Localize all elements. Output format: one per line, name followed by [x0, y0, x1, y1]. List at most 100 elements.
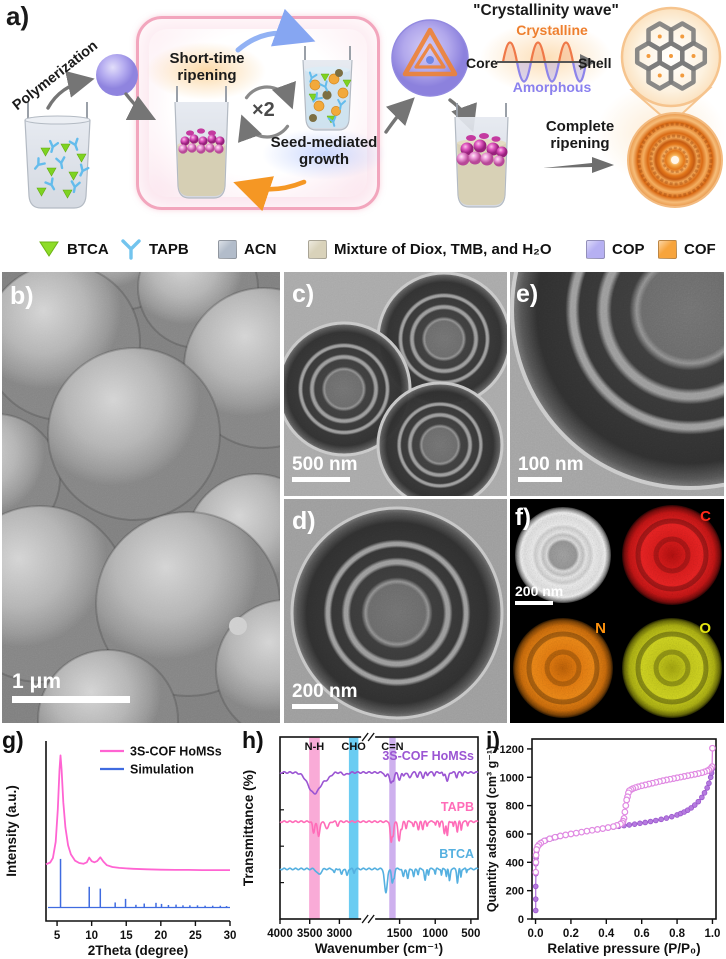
- panel-f-scalebar-label: 200 nm: [515, 583, 563, 599]
- tapb-monomers: [33, 137, 90, 194]
- svg-text:C=N: C=N: [381, 741, 403, 753]
- svg-text:0.0: 0.0: [528, 928, 544, 940]
- ripened-spheres: [456, 133, 508, 167]
- svg-text:3S-COF HoMSs: 3S-COF HoMSs: [382, 749, 474, 763]
- complete-ripening-label: Complete ripening: [545, 118, 615, 153]
- cof-framework-icon: [634, 21, 708, 91]
- scheme-legend: BTCA TAPB ACN Mixture of Diox, TMB, and …: [0, 228, 726, 272]
- svg-text:0.6: 0.6: [634, 928, 650, 940]
- panel-b-scalebar-label: 1 μm: [12, 670, 61, 693]
- svg-text:5: 5: [54, 930, 61, 942]
- svg-text:3S-COF HoMSs: 3S-COF HoMSs: [130, 745, 222, 759]
- panel-g-letter: g): [2, 727, 24, 753]
- arrow-to-ripening: [124, 92, 157, 121]
- panel-c-scalebar: [292, 477, 350, 482]
- y-shape-icon: [121, 239, 141, 260]
- panel-f-eds: f) 200 nm C N O: [510, 499, 724, 723]
- panel-i-letter: i): [486, 727, 501, 753]
- svg-text:Simulation: Simulation: [130, 763, 194, 777]
- legend-item-btca: BTCA: [38, 236, 109, 262]
- crystalline-label: Crystalline: [516, 22, 588, 38]
- xrd-chart: 5 10 15 20 25 30 2Theta (degree) Intensity (a.u…: [4, 741, 236, 958]
- svg-text:TAPB: TAPB: [441, 800, 474, 814]
- legend-item-cop: COP: [586, 236, 645, 262]
- svg-text:Relative pressure (P/P₀): Relative pressure (P/P₀): [547, 941, 700, 956]
- panel-d-letter: d): [292, 507, 316, 535]
- panel-h-ftir: h) 4000 3500 3000 1500 1000 500 Wavenumber (cm…: [240, 727, 484, 959]
- svg-text:Transmittance (%): Transmittance (%): [241, 770, 256, 886]
- svg-text:20: 20: [154, 930, 167, 942]
- panel-d-scalebar: [292, 704, 338, 709]
- panel-f-scalebar: [515, 601, 553, 605]
- panel-b-scalebar: [12, 696, 130, 703]
- arrow-complete-ripening: [543, 157, 614, 173]
- panel-i-isotherm: i) 0.0 0.2 0.4 0.6 0.8 1.0 0 200 400 600 800 1000 12…: [484, 727, 726, 959]
- svg-text:CHO: CHO: [341, 741, 366, 753]
- panel-d-scalebar-label: 200 nm: [292, 681, 357, 702]
- legend-label: BTCA: [67, 240, 109, 258]
- square-swatch-icon: [586, 239, 605, 259]
- crystallinity-wave: [497, 41, 596, 83]
- map-n-label: N: [595, 620, 606, 637]
- cop-sphere: [96, 54, 138, 96]
- arrow-blue-cycle: [235, 8, 316, 53]
- legend-item-mixture: Mixture of Diox, TMB, and H₂O: [308, 236, 552, 262]
- amorphous-label: Amorphous: [512, 79, 592, 95]
- svg-text:Intensity (a.u.): Intensity (a.u.): [4, 785, 19, 877]
- svg-text:0.2: 0.2: [563, 928, 579, 940]
- cycle-arrows: [238, 80, 296, 143]
- wave-glow: [480, 22, 612, 94]
- panel-c-scalebar-label: 500 nm: [292, 454, 357, 475]
- svg-text:200: 200: [506, 886, 524, 898]
- svg-text:Quantity adsorbed (cm³ g⁻¹): Quantity adsorbed (cm³ g⁻¹): [485, 746, 499, 912]
- svg-text:1000: 1000: [500, 772, 524, 784]
- svg-text:15: 15: [120, 930, 133, 942]
- legend-label: Mixture of Diox, TMB, and H₂O: [334, 240, 552, 258]
- svg-text:500: 500: [461, 928, 480, 940]
- svg-text:1000: 1000: [422, 928, 448, 940]
- map-c-label: C: [700, 508, 711, 525]
- isotherm-chart: 0.0 0.2 0.4 0.6 0.8 1.0 0 200 400 600 800 1000 1200 R…: [485, 738, 720, 956]
- svg-text:N-H: N-H: [305, 741, 325, 753]
- panel-b-letter: b): [10, 282, 34, 310]
- svg-text:0.4: 0.4: [598, 928, 615, 940]
- beaker-monomers: [24, 102, 91, 209]
- panel-g-xrd: g) 5 10 15 20 25 30 2Theta (degree) Intensity (…: [0, 727, 238, 959]
- shell-label: Shell: [578, 55, 612, 71]
- svg-text:BTCA: BTCA: [439, 847, 474, 861]
- legend-item-acn: ACN: [218, 236, 277, 262]
- legend-label: COP: [612, 240, 645, 258]
- map-o-label: O: [699, 620, 711, 637]
- crystallinity-wave-title: "Crystallinity wave": [473, 2, 619, 19]
- cof-homs-sphere: [627, 112, 723, 208]
- glow-orange: [146, 42, 266, 100]
- legend-label: COF: [684, 240, 716, 258]
- seed-particles: [178, 128, 225, 154]
- scheme-drawing: [24, 6, 723, 212]
- cycle-x2-label: ×2: [252, 99, 275, 121]
- arrow-orange-cycle: [233, 176, 307, 212]
- svg-text:4000: 4000: [267, 928, 293, 940]
- legend-label: TAPB: [149, 240, 189, 258]
- square-swatch-icon: [218, 239, 237, 259]
- svg-text:3000: 3000: [327, 928, 353, 940]
- beaker-growth: [302, 46, 353, 131]
- svg-text:1.0: 1.0: [704, 928, 720, 940]
- svg-text:25: 25: [189, 930, 202, 942]
- svg-text:0: 0: [518, 914, 524, 926]
- panel-e-tem: e) 100 nm: [510, 272, 724, 496]
- svg-text:1500: 1500: [387, 928, 413, 940]
- svg-text:Wavenumber (cm⁻¹): Wavenumber (cm⁻¹): [315, 941, 443, 956]
- square-swatch-icon: [308, 239, 327, 259]
- short-time-ripening-label: Short-time ripening: [169, 50, 245, 85]
- wave-sphere: [391, 19, 469, 97]
- panel-e-letter: e): [516, 280, 538, 308]
- svg-text:0.8: 0.8: [669, 928, 686, 940]
- square-swatch-icon: [658, 239, 677, 259]
- beaker-final: [454, 103, 509, 208]
- svg-text:10: 10: [85, 930, 98, 942]
- panel-e-scalebar: [518, 477, 562, 482]
- panel-f-letter: f): [515, 504, 531, 531]
- svg-text:400: 400: [506, 857, 524, 869]
